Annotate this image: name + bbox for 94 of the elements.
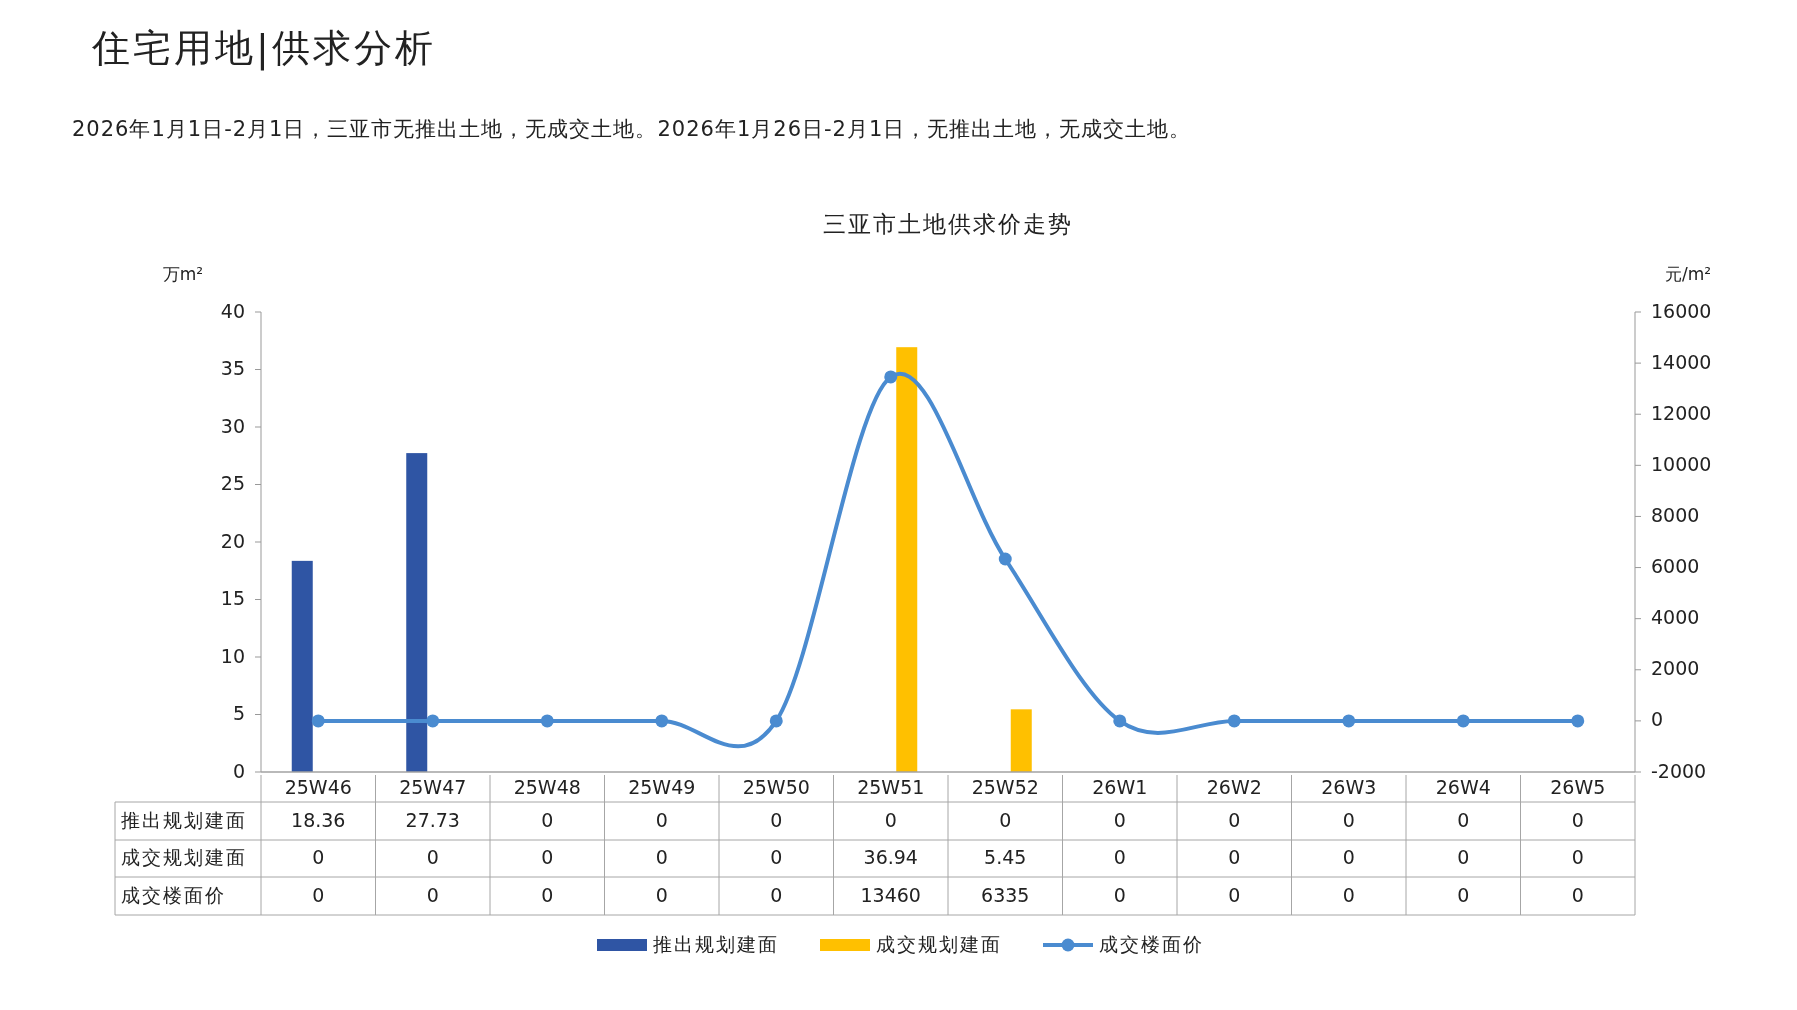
text: 住宅用地|供求分析 bbox=[91, 25, 436, 71]
y-axis-title: 万m² bbox=[162, 264, 204, 284]
bar bbox=[1010, 709, 1032, 772]
data-label: 0 bbox=[1228, 846, 1241, 868]
y2-tick-label: -2000 bbox=[1651, 759, 1707, 782]
x-tick-label: 25W51 bbox=[857, 775, 925, 798]
x-tick-label: 26W2 bbox=[1206, 775, 1262, 798]
y-tick-label: 0 bbox=[232, 759, 245, 782]
data-label: 6335 bbox=[981, 883, 1030, 906]
y2-axis-title: 元/m² bbox=[1664, 264, 1712, 284]
data-label: 0 bbox=[426, 883, 439, 906]
data-label: 0 bbox=[1457, 846, 1470, 868]
data-label: 0 bbox=[999, 808, 1012, 831]
point bbox=[769, 714, 783, 728]
text: 成交规划建面 bbox=[121, 846, 247, 868]
data-label: 0 bbox=[884, 808, 897, 831]
point bbox=[426, 714, 440, 728]
x-tick-label: 25W52 bbox=[971, 775, 1039, 798]
data-label: 0 bbox=[1342, 883, 1355, 906]
point bbox=[884, 370, 898, 384]
data-label: 0 bbox=[1113, 808, 1126, 831]
legend-label: 成交规划建面 bbox=[876, 932, 1002, 955]
y-tick-label: 15 bbox=[220, 587, 245, 609]
data-label: 5.45 bbox=[984, 846, 1027, 868]
y-tick-label: 20 bbox=[220, 529, 245, 552]
x-tick-label: 26W4 bbox=[1435, 775, 1491, 798]
data-label: 0 bbox=[655, 808, 668, 831]
y-tick-label: 10 bbox=[220, 644, 245, 667]
data-label: 0 bbox=[312, 846, 325, 868]
x-tick-label: 25W48 bbox=[513, 775, 581, 798]
x-tick-label: 26W1 bbox=[1092, 775, 1148, 798]
y2-tick-label: 12000 bbox=[1651, 401, 1712, 424]
data-label: 0 bbox=[312, 883, 325, 906]
legend-label: 成交楼面价 bbox=[1099, 932, 1204, 955]
legend-label: 推出规划建面 bbox=[653, 932, 779, 955]
point bbox=[1456, 714, 1470, 728]
data-label: 0 bbox=[426, 846, 439, 868]
data-label: 27.73 bbox=[405, 808, 460, 831]
y2-tick-label: 8000 bbox=[1651, 503, 1700, 526]
point bbox=[540, 714, 554, 728]
text: 成交楼面价 bbox=[121, 883, 226, 906]
y2-tick-label: 6000 bbox=[1651, 555, 1700, 578]
bar bbox=[896, 347, 918, 772]
data-label: 0 bbox=[541, 808, 554, 831]
data-label: 0 bbox=[1113, 883, 1126, 906]
x-tick-label: 25W50 bbox=[742, 775, 810, 798]
x-tick-label: 26W5 bbox=[1550, 775, 1606, 798]
data-label: 0 bbox=[1228, 808, 1241, 831]
data-label: 0 bbox=[770, 883, 783, 906]
y2-tick-label: 14000 bbox=[1651, 350, 1712, 373]
data-label: 0 bbox=[770, 846, 783, 868]
point bbox=[655, 714, 669, 728]
data-label: 0 bbox=[1113, 846, 1126, 868]
data-label: 0 bbox=[1342, 846, 1355, 868]
y-tick-label: 5 bbox=[232, 702, 245, 724]
data-label: 0 bbox=[655, 883, 668, 906]
data-label: 0 bbox=[541, 883, 554, 906]
data-label: 0 bbox=[1571, 846, 1584, 868]
data-label: 0 bbox=[1571, 808, 1584, 831]
chart-title: 三亚市土地供求价走势 bbox=[823, 210, 1073, 237]
y-tick-label: 35 bbox=[220, 357, 245, 379]
data-label: 0 bbox=[1228, 883, 1241, 906]
point bbox=[1571, 714, 1585, 728]
x-tick-label: 25W47 bbox=[399, 775, 467, 798]
point bbox=[311, 714, 325, 728]
y-tick-label: 40 bbox=[220, 299, 245, 322]
data-label: 0 bbox=[770, 808, 783, 831]
y2-tick-label: 10000 bbox=[1651, 452, 1712, 475]
data-label: 0 bbox=[1571, 883, 1584, 906]
point bbox=[1227, 714, 1241, 728]
y2-tick-label: 16000 bbox=[1651, 299, 1712, 322]
data-label: 0 bbox=[1342, 808, 1355, 831]
point bbox=[1113, 714, 1127, 728]
y2-tick-label: 0 bbox=[1651, 708, 1664, 731]
data-label: 0 bbox=[655, 846, 668, 868]
x-tick-label: 26W3 bbox=[1321, 775, 1377, 798]
bar bbox=[406, 453, 428, 772]
bar bbox=[291, 560, 313, 772]
data-label: 0 bbox=[1457, 883, 1470, 906]
y-tick-label: 30 bbox=[220, 414, 245, 437]
data-label: 0 bbox=[541, 846, 554, 868]
y2-tick-label: 4000 bbox=[1651, 606, 1700, 629]
data-label: 18.36 bbox=[291, 808, 346, 831]
x-tick-label: 25W46 bbox=[284, 775, 352, 798]
point bbox=[1342, 714, 1356, 728]
x-tick-label: 25W49 bbox=[628, 775, 696, 798]
chart-subtitle: 2026年1月1日-2月1日，三亚市无推出土地，无成交土地。2026年1月26日-2月1日，无推出土地，无成交土地。 bbox=[72, 117, 1192, 141]
data-label: 36.94 bbox=[863, 846, 918, 868]
y-tick-label: 25 bbox=[220, 472, 245, 494]
y2-tick-label: 2000 bbox=[1651, 657, 1700, 680]
data-label: 13460 bbox=[860, 883, 921, 906]
text: 推出规划建面 bbox=[121, 808, 247, 831]
point bbox=[998, 552, 1012, 566]
data-label: 0 bbox=[1457, 808, 1470, 831]
